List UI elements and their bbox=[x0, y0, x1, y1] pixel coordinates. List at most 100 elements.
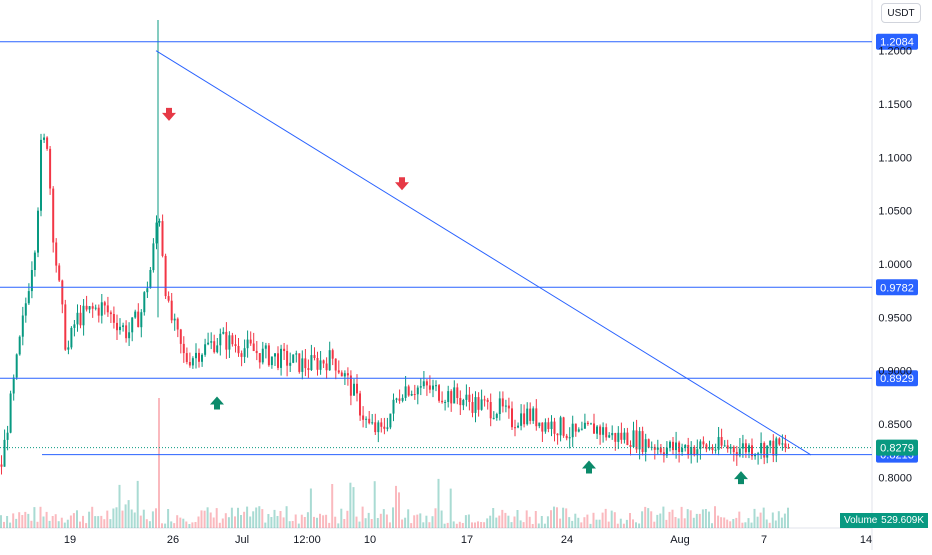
candle-body bbox=[222, 331, 225, 334]
volume-bar bbox=[285, 506, 288, 528]
volume-bar bbox=[319, 513, 321, 528]
candle-body bbox=[207, 342, 210, 345]
volume-bar bbox=[504, 512, 507, 528]
volume-bar bbox=[416, 514, 419, 528]
candle-body bbox=[286, 351, 289, 366]
volume-bar bbox=[607, 521, 610, 528]
volume-bar bbox=[741, 522, 744, 528]
candle-body bbox=[176, 318, 179, 330]
candle-body bbox=[550, 421, 553, 429]
candle-body bbox=[328, 350, 331, 371]
candle-body bbox=[43, 137, 45, 140]
candle-body bbox=[155, 222, 158, 244]
volume-bar bbox=[145, 519, 148, 528]
candle-body bbox=[775, 438, 778, 456]
volume-bar bbox=[282, 517, 285, 528]
price-tick-label: 0.8500 bbox=[878, 419, 912, 431]
volume-bar bbox=[352, 487, 355, 528]
volume-bar bbox=[88, 511, 91, 528]
candle-body bbox=[662, 452, 665, 456]
candle-body bbox=[55, 242, 58, 266]
candle-body bbox=[116, 322, 118, 331]
candle-body bbox=[687, 445, 690, 455]
volume-bar bbox=[106, 510, 109, 528]
volume-bar bbox=[379, 513, 382, 528]
candle-body bbox=[280, 348, 282, 368]
candle-body bbox=[362, 415, 365, 420]
volume-bar bbox=[158, 398, 160, 528]
candle-body bbox=[313, 355, 316, 358]
volume-bar bbox=[264, 522, 267, 528]
candle-body bbox=[772, 440, 775, 456]
candle-body bbox=[91, 306, 94, 309]
volume-bar bbox=[279, 511, 282, 528]
volume-bar bbox=[340, 508, 343, 528]
volume-bar bbox=[121, 510, 124, 528]
candle-body bbox=[67, 347, 70, 350]
candle-body bbox=[264, 345, 267, 349]
candle-body bbox=[73, 324, 76, 328]
volume-bar bbox=[176, 515, 179, 528]
volume-bar bbox=[255, 507, 258, 528]
candle-body bbox=[754, 454, 756, 457]
volume-bar bbox=[401, 519, 404, 528]
candle-body bbox=[46, 137, 49, 149]
candle-body bbox=[462, 399, 465, 406]
volume-bar bbox=[537, 523, 540, 528]
candle-body bbox=[653, 446, 656, 450]
candle-body bbox=[9, 393, 12, 433]
volume-bar bbox=[604, 508, 607, 528]
volume-bar bbox=[237, 507, 239, 528]
candle-body bbox=[520, 413, 523, 426]
candle-body bbox=[729, 446, 732, 449]
volume-bar bbox=[422, 522, 425, 528]
candle-body bbox=[119, 326, 121, 331]
volume-bar bbox=[726, 519, 729, 528]
volume-bar bbox=[173, 523, 176, 528]
volume-bar bbox=[516, 510, 519, 528]
currency-selector[interactable]: USDT bbox=[881, 3, 921, 23]
volume-bar bbox=[428, 522, 431, 528]
volume-bar bbox=[94, 516, 97, 528]
candle-body bbox=[678, 442, 681, 452]
volume-bar bbox=[179, 517, 182, 528]
candle-body bbox=[103, 302, 106, 306]
candle-body bbox=[447, 391, 450, 402]
candle-body bbox=[602, 427, 605, 435]
volume-bar bbox=[616, 523, 619, 528]
candle-body bbox=[173, 318, 176, 321]
volume-bar bbox=[723, 517, 726, 528]
candle-body bbox=[538, 422, 541, 427]
candle-body bbox=[459, 398, 462, 406]
volume-bar bbox=[36, 521, 39, 528]
volume-bar bbox=[458, 521, 461, 528]
volume-bar bbox=[692, 517, 695, 528]
volume-bar bbox=[300, 514, 303, 528]
candle-body bbox=[392, 399, 395, 414]
volume-bar bbox=[294, 514, 297, 528]
volume-bar bbox=[787, 507, 789, 528]
candle-body bbox=[33, 252, 36, 270]
volume-bar bbox=[510, 522, 513, 528]
volume-bar bbox=[431, 516, 434, 528]
volume-bar bbox=[486, 518, 489, 528]
volume-bar bbox=[370, 519, 373, 528]
candle-body bbox=[517, 425, 519, 428]
volume-bar bbox=[252, 511, 255, 528]
volume-bar bbox=[103, 519, 106, 528]
candle-body bbox=[15, 354, 18, 378]
candle-body bbox=[498, 398, 501, 414]
volume-bar bbox=[540, 516, 543, 528]
candle-body bbox=[492, 417, 495, 419]
price-tick-label: 0.9000 bbox=[878, 366, 912, 378]
volume-bar bbox=[197, 516, 200, 528]
candle-body bbox=[331, 350, 334, 359]
volume-bar bbox=[437, 478, 440, 528]
volume-bar bbox=[246, 506, 249, 528]
volume-bar bbox=[598, 519, 601, 528]
volume-bar bbox=[464, 515, 467, 528]
candle-body bbox=[635, 430, 638, 450]
candle-body bbox=[787, 447, 790, 449]
